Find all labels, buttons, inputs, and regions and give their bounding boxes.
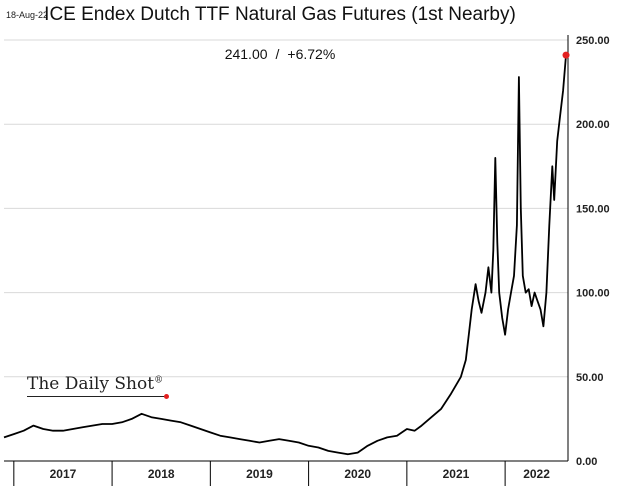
readout-separator: / <box>275 46 280 62</box>
brand-dot-icon <box>164 394 169 399</box>
gridlines <box>4 39 568 378</box>
x-tick-label: 2020 <box>344 467 371 481</box>
axes <box>4 35 569 486</box>
last-value: 241.00 <box>224 46 268 62</box>
y-tick-label: 50.00 <box>576 372 604 384</box>
y-tick-label: 0.00 <box>576 456 597 468</box>
brand-mark: ® <box>154 375 164 386</box>
value-readout: 241.00 / +6.72% <box>0 46 560 62</box>
y-tick-label: 200.00 <box>576 119 610 131</box>
price-series-line <box>3 55 567 456</box>
y-tick-label: 150.00 <box>576 203 610 215</box>
x-tick-label: 2018 <box>148 467 175 481</box>
latest-value-marker <box>562 51 570 59</box>
x-tick-labels: 2017 2018 2019 2020 2021 2022 <box>50 467 551 481</box>
brand-underline <box>27 396 167 397</box>
brand-name: The Daily Shot <box>27 374 155 394</box>
date-label: 18-Aug-22 <box>6 10 49 20</box>
chart-title: ICE Endex Dutch TTF Natural Gas Futures … <box>44 4 516 25</box>
y-tick-labels: 0.00 50.00 100.00 150.00 200.00 250.00 <box>576 35 610 468</box>
x-tick-label: 2019 <box>246 467 273 481</box>
x-tick-label: 2021 <box>443 467 470 481</box>
x-tick-label: 2022 <box>523 467 550 481</box>
y-tick-label: 250.00 <box>576 35 610 47</box>
x-tick-label: 2017 <box>50 467 77 481</box>
percent-change: +6.72% <box>287 46 336 62</box>
y-tick-label: 100.00 <box>576 288 610 300</box>
brand-logo: The Daily Shot® <box>27 374 163 394</box>
